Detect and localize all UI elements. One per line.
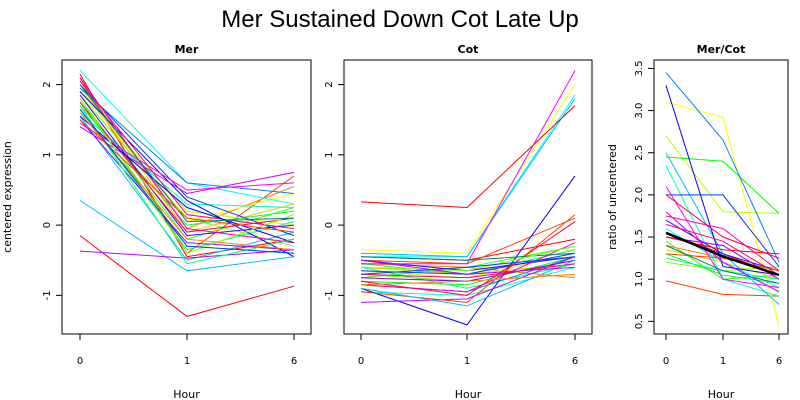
series-line: [360, 273, 576, 286]
series-line: [79, 91, 295, 226]
series-line: [79, 101, 295, 233]
panel-title: Cot: [458, 43, 479, 56]
series-line: [360, 259, 576, 275]
x-tick-label: 0: [358, 356, 364, 367]
series-line: [360, 245, 576, 272]
y-tick-label: 1: [324, 152, 335, 158]
series-line: [79, 73, 295, 258]
series-line: [79, 77, 295, 244]
panel-frame: [343, 59, 593, 335]
x-tick-label: 1: [184, 356, 190, 367]
series-line: [360, 84, 576, 254]
series-line: [79, 112, 295, 208]
y-tick-label: 1: [42, 152, 53, 158]
x-tick-label: 6: [776, 356, 782, 367]
series-line: [665, 253, 780, 284]
x-tick-label: 0: [663, 356, 669, 367]
y-tick-label: 2.0: [634, 187, 645, 203]
series-line: [360, 105, 576, 209]
series-line: [79, 94, 295, 237]
series-line: [360, 252, 576, 261]
panel-title: Mer/Cot: [697, 43, 746, 56]
series-line: [79, 126, 295, 195]
series-line: [79, 115, 295, 244]
series-line: [665, 223, 780, 276]
y-tick-label: 1.5: [634, 229, 645, 245]
y-tick-label: 3.0: [634, 103, 645, 119]
x-tick-label: 1: [464, 356, 470, 367]
series-line: [79, 105, 295, 265]
series-line: [360, 214, 576, 303]
series-line: [360, 256, 576, 303]
series-line: [79, 84, 295, 223]
panel-frame: [653, 59, 789, 335]
series-line: [360, 256, 576, 286]
series-line: [361, 94, 576, 258]
y-tick-label: 0.5: [634, 313, 645, 329]
series-line: [79, 235, 295, 317]
series-line: [79, 200, 295, 272]
y-axis-label: centered expression: [1, 141, 14, 253]
x-axis-label: Hour: [455, 388, 482, 400]
series-line: [665, 280, 780, 297]
x-axis-label: Hour: [708, 388, 735, 400]
series-line: [360, 263, 576, 289]
y-axis-label: ratio of uncentered: [606, 144, 619, 250]
y-tick-label: -1: [324, 290, 335, 300]
series-line: [360, 259, 576, 307]
series-line: [665, 245, 780, 284]
series-line: [665, 85, 780, 276]
series-line: [665, 72, 780, 263]
series-line: [360, 98, 576, 258]
series-line: [360, 263, 576, 279]
series-line: [665, 215, 780, 272]
y-tick-label: 2: [324, 81, 335, 87]
series-line: [79, 84, 295, 233]
series-line: [360, 175, 576, 326]
series-line: [79, 112, 295, 251]
panel-title: Mer: [175, 43, 199, 56]
series-line: [79, 87, 295, 223]
x-tick-label: 0: [77, 356, 83, 367]
y-tick-label: 2: [42, 81, 53, 87]
series-line: [665, 211, 780, 293]
series-line: [665, 194, 780, 259]
series-line: [360, 256, 576, 275]
y-tick-label: -1: [42, 290, 53, 300]
series-line: [79, 80, 295, 230]
x-tick-label: 6: [291, 356, 297, 367]
series-line: [665, 219, 780, 272]
mean-series-line: [665, 231, 780, 277]
series-line: [79, 115, 295, 261]
series-line: [79, 108, 295, 254]
series-line: [666, 194, 780, 267]
x-tick-label: 1: [720, 356, 726, 367]
x-axis-label: Hour: [173, 388, 200, 400]
series-line: [79, 249, 295, 259]
series-line: [665, 186, 780, 289]
series-line: [79, 87, 295, 194]
series-line: [360, 242, 576, 293]
series-line: [665, 156, 780, 214]
y-tick-label: 0: [324, 222, 335, 228]
main-title: Mer Sustained Down Cot Late Up: [221, 6, 579, 33]
series-line: [665, 135, 780, 214]
series-line: [361, 70, 576, 265]
y-tick-label: 0: [42, 222, 53, 228]
series-line: [79, 119, 295, 233]
series-line: [360, 221, 576, 296]
series-line: [665, 253, 780, 272]
y-tick-label: 1.0: [634, 271, 645, 287]
y-tick-label: 3.5: [634, 60, 645, 76]
x-tick-label: 6: [572, 356, 578, 367]
y-tick-label: 2.5: [634, 145, 645, 161]
